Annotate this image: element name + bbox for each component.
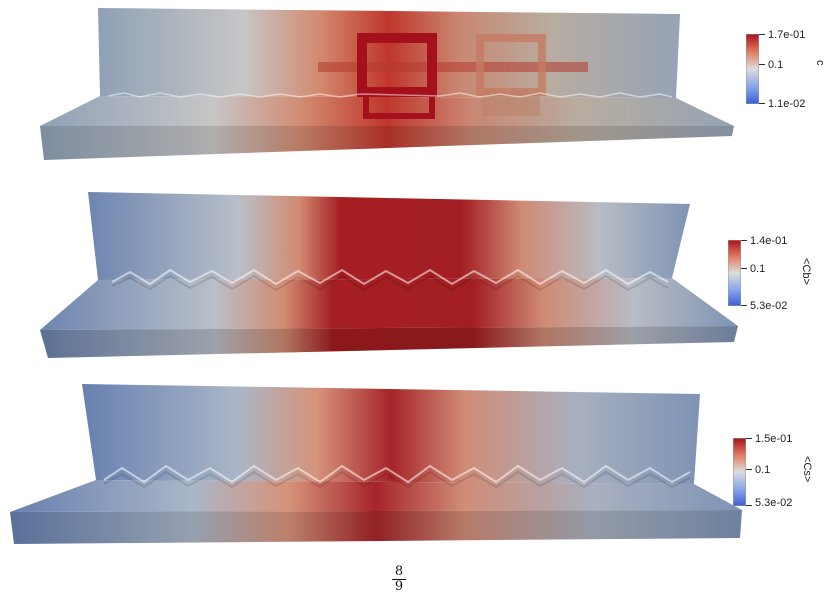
- colorbar-max-label: 1.5e-01: [755, 433, 793, 445]
- tick-min: [746, 505, 752, 506]
- colorbar-cs: 1.5e-01 0.1 5.3e-02 <Cs>: [733, 434, 823, 524]
- welded-seam: [103, 464, 691, 484]
- panel-c: [40, 8, 734, 160]
- colorbar-min-label: 5.3e-02: [750, 300, 788, 312]
- welded-seam-shade: [103, 470, 691, 489]
- base-slab-top: [10, 480, 742, 512]
- welded-seam-shade: [111, 274, 669, 292]
- connector-bar: [318, 62, 588, 72]
- fraction-denominator: 9: [394, 579, 404, 594]
- colorbar-cb: 1.4e-01 0.1 5.3e-02 <Cb>: [728, 236, 818, 326]
- base-slab-shadow: [40, 326, 738, 358]
- welded-seam: [111, 268, 669, 286]
- base-slab-front: [10, 510, 742, 544]
- colorbar-min-label: 5.3e-02: [755, 497, 793, 509]
- colorbar-mid-label: 0.1: [755, 464, 771, 476]
- back-wall: [88, 192, 690, 280]
- colorbar-max-label: 1.4e-01: [750, 235, 788, 247]
- tick-min: [759, 103, 765, 104]
- tick-min: [741, 305, 747, 306]
- colorbar-gradient: [746, 34, 759, 104]
- base-slab-front: [40, 326, 738, 358]
- colorbar-c: 1.7e-01 0.1 1.1e-02 c: [746, 30, 824, 120]
- welded-seam: [107, 92, 673, 98]
- center-cell-lower: [363, 89, 435, 119]
- colorbar-gradient: [733, 438, 746, 506]
- panel-cb: [40, 192, 738, 358]
- page-fraction: 8 9: [389, 564, 409, 594]
- colorbar-mid-label: 0.1: [768, 59, 784, 71]
- colorbar-title: c: [814, 60, 824, 66]
- panel-cs: [10, 384, 742, 544]
- colorbar-title: <Cs>: [801, 456, 813, 483]
- tick-max: [746, 438, 752, 439]
- colorbar-min-label: 1.1e-02: [768, 98, 806, 110]
- base-slab-top: [40, 96, 734, 126]
- colorbar-gradient: [728, 240, 741, 306]
- base-slab-top: [40, 278, 738, 330]
- base-slab-shadow: [40, 126, 734, 160]
- tick-max: [759, 34, 765, 35]
- tick-mid: [759, 64, 765, 65]
- base-slab-shadow: [10, 510, 742, 544]
- tick-mid: [741, 268, 747, 269]
- back-wall: [82, 384, 700, 484]
- back-wall: [98, 8, 680, 98]
- fraction-numerator: 8: [394, 564, 404, 579]
- fraction-bar: [392, 579, 406, 580]
- colorbar-max-label: 1.7e-01: [768, 29, 806, 41]
- colorbar-mid-label: 0.1: [750, 263, 766, 275]
- base-slab-front: [40, 126, 734, 160]
- colorbar-title: <Cb>: [800, 258, 812, 285]
- tick-max: [741, 240, 747, 241]
- tick-mid: [746, 469, 752, 470]
